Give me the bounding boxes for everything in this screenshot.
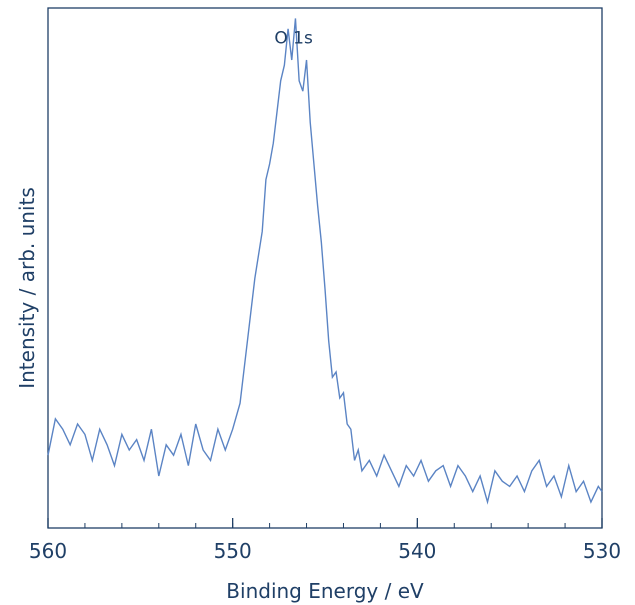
plot-frame <box>47 7 603 529</box>
x-tick-label: 540 <box>398 539 436 563</box>
x-tick-labels: 560 550 540 530 <box>29 539 621 563</box>
x-axis-label: Binding Energy / eV <box>226 579 424 603</box>
peak-annotation: O 1s <box>274 29 313 49</box>
y-axis-label: Intensity / arb. units <box>15 187 39 389</box>
x-major-ticks <box>47 518 603 528</box>
x-tick-label: 550 <box>214 539 252 563</box>
x-tick-label: 530 <box>583 539 621 563</box>
spectrum-line <box>47 18 603 505</box>
x-minor-ticks <box>47 523 603 528</box>
x-tick-label: 560 <box>29 539 67 563</box>
